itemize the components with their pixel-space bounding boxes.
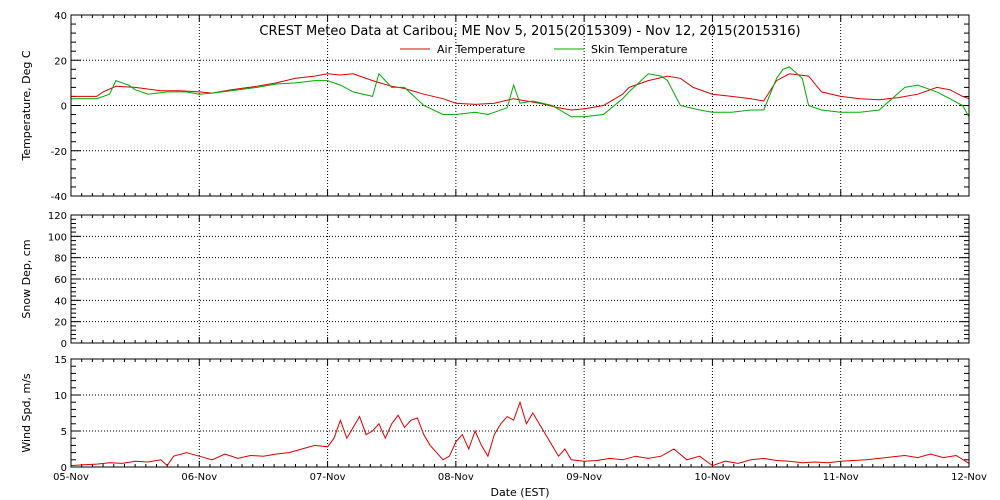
snow-depth-y-ticks	[71, 214, 969, 344]
x-tick-label: 11-Nov	[823, 472, 859, 483]
x-tick-label: 10-Nov	[694, 472, 730, 483]
y-tick-label: 100	[48, 232, 67, 243]
y-axis-label: Wind Spd, m/s	[20, 373, 33, 453]
y-tick-label: 120	[48, 211, 67, 222]
wind-speed-y-ticks	[71, 358, 969, 468]
skin-temperature-line	[71, 66, 970, 118]
y-tick-label: 10	[54, 391, 67, 402]
snow-depth-grid	[71, 215, 969, 343]
y-tick-label: 20	[54, 56, 67, 67]
y-tick-label: 60	[54, 275, 67, 286]
y-axis-label: Snow Dep, cm	[20, 239, 33, 318]
y-tick-label: -40	[51, 192, 67, 203]
wind-speed-line	[70, 400, 970, 467]
temperature-grid	[71, 15, 969, 196]
wind-speed-grid	[71, 359, 969, 467]
air-temperature-line	[71, 73, 970, 111]
y-tick-label: -20	[51, 147, 67, 158]
snow-depth-frame	[70, 214, 970, 344]
y-tick-label: 15	[54, 355, 67, 366]
x-tick-label: 08-Nov	[438, 472, 474, 483]
temperature-frame	[70, 14, 970, 197]
x-axis-label: Date (EST)	[490, 486, 549, 499]
y-tick-label: 20	[54, 318, 67, 329]
temperature-panel: -40 -20 0 20 40 Temperature, Deg C	[20, 11, 970, 203]
chart-title: CREST Meteo Data at Caribou, ME Nov 5, 2…	[259, 24, 800, 39]
x-tick-label: 12-Nov	[951, 472, 987, 483]
y-tick-label: 5	[61, 427, 67, 438]
x-tick-label: 06-Nov	[181, 472, 217, 483]
legend-label-air-temperature: Air Temperature	[437, 43, 526, 56]
wind-speed-frame	[70, 358, 970, 468]
y-tick-label: 80	[54, 254, 67, 265]
wind-speed-x-ticks	[70, 359, 970, 467]
wind-speed-panel: 0 5 10 15 Wind Spd, m/s	[20, 355, 970, 474]
snow-depth-x-ticks	[70, 215, 970, 343]
legend: Air Temperature Skin Temperature	[400, 43, 688, 56]
x-tick-label: 05-Nov	[53, 472, 89, 483]
y-axis-label: Temperature, Deg C	[20, 50, 33, 161]
y-tick-label: 0	[61, 463, 67, 474]
x-tick-label: 09-Nov	[566, 472, 602, 483]
snow-depth-panel: 0 20 40 60 80 100 120 Snow Dep, cm	[20, 211, 970, 350]
x-tick-label: 07-Nov	[310, 472, 346, 483]
y-tick-label: 0	[61, 339, 67, 350]
legend-label-skin-temperature: Skin Temperature	[591, 43, 688, 56]
y-tick-label: 40	[54, 11, 67, 22]
y-tick-label: 0	[61, 102, 67, 113]
y-tick-label: 40	[54, 296, 67, 307]
